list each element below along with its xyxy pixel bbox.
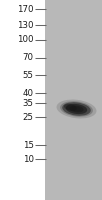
Text: 15: 15 xyxy=(23,140,34,149)
Ellipse shape xyxy=(69,106,84,112)
Text: 55: 55 xyxy=(23,71,34,79)
Text: 10: 10 xyxy=(23,154,34,164)
Text: 170: 170 xyxy=(17,4,34,14)
Ellipse shape xyxy=(57,100,96,118)
Text: 70: 70 xyxy=(23,53,34,62)
Text: 35: 35 xyxy=(23,98,34,108)
Ellipse shape xyxy=(62,102,91,116)
Text: 40: 40 xyxy=(23,88,34,98)
Text: 130: 130 xyxy=(17,21,34,29)
Text: 25: 25 xyxy=(23,112,34,121)
Ellipse shape xyxy=(72,107,81,111)
Text: 100: 100 xyxy=(17,36,34,45)
Ellipse shape xyxy=(66,104,87,114)
Ellipse shape xyxy=(64,104,77,111)
Ellipse shape xyxy=(60,101,93,117)
Bar xyxy=(45,0,102,200)
